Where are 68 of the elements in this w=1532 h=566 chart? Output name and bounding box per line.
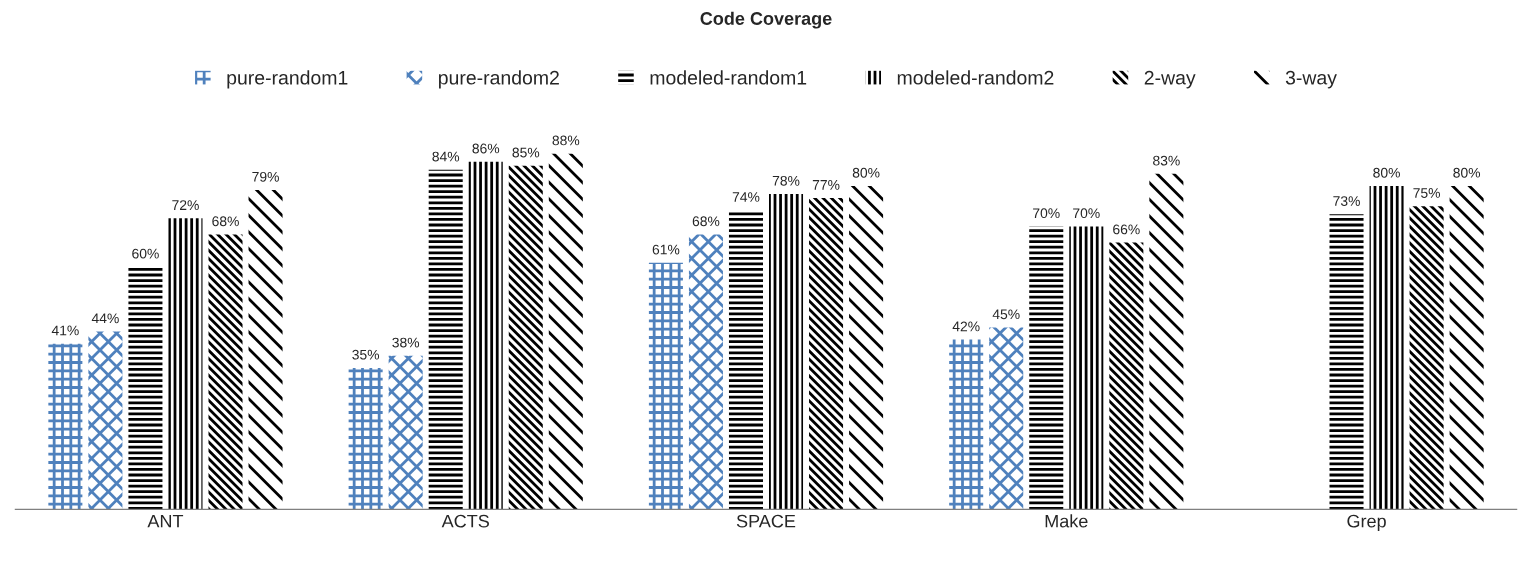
bar bbox=[1109, 242, 1144, 510]
legend-label: modeled-random1 bbox=[650, 70, 807, 85]
data-label: 74% bbox=[732, 192, 760, 202]
bar bbox=[728, 210, 763, 510]
data-label: 68% bbox=[212, 216, 239, 227]
data-label: 77% bbox=[812, 180, 840, 190]
data-label: 85% bbox=[512, 147, 540, 158]
bar bbox=[208, 234, 243, 510]
bar bbox=[348, 367, 383, 510]
data-label: 60% bbox=[132, 248, 159, 259]
data-label: 75% bbox=[1413, 188, 1440, 198]
bar bbox=[648, 262, 683, 510]
data-label: 78% bbox=[772, 175, 800, 186]
x-tick-label: ACTS bbox=[441, 514, 489, 528]
bar bbox=[688, 234, 723, 510]
data-label: 38% bbox=[392, 337, 420, 348]
data-label: 66% bbox=[1113, 224, 1140, 235]
legend-label: 2-way bbox=[1144, 70, 1196, 89]
data-label: 83% bbox=[1153, 155, 1180, 166]
bar bbox=[48, 343, 83, 510]
chart-title: Code Coverage bbox=[700, 11, 832, 29]
data-label: 80% bbox=[1453, 167, 1481, 178]
bar bbox=[769, 194, 804, 510]
legend-label: pure-random1 bbox=[227, 70, 348, 89]
data-label: 61% bbox=[652, 244, 680, 255]
bar bbox=[468, 161, 503, 510]
data-label: 88% bbox=[552, 135, 580, 146]
bar bbox=[949, 339, 984, 510]
data-label: 44% bbox=[91, 313, 119, 324]
data-label: 42% bbox=[952, 321, 980, 332]
bar bbox=[88, 331, 123, 510]
data-label: 45% bbox=[992, 309, 1020, 320]
data-label: 86% bbox=[472, 143, 500, 154]
bar bbox=[989, 327, 1024, 510]
bar bbox=[428, 169, 463, 510]
data-label: 35% bbox=[352, 349, 380, 360]
bar bbox=[1149, 173, 1184, 510]
data-label: 68% bbox=[692, 216, 720, 227]
bar bbox=[248, 190, 283, 510]
bar bbox=[1369, 185, 1404, 510]
x-tick-label: ANT bbox=[147, 514, 184, 528]
bar bbox=[1329, 214, 1364, 510]
bar bbox=[1069, 226, 1104, 510]
bar bbox=[388, 355, 423, 510]
bar bbox=[168, 218, 203, 510]
data-label: 80% bbox=[852, 167, 880, 178]
legend-label: pure-random2 bbox=[438, 70, 559, 89]
bar bbox=[1409, 206, 1444, 510]
x-tick-label: Make bbox=[1045, 514, 1088, 528]
data-label: 41% bbox=[51, 325, 79, 336]
legend-label: 3-way bbox=[1285, 70, 1337, 89]
bar bbox=[548, 153, 583, 510]
bar bbox=[1029, 226, 1064, 510]
x-tick-label: SPACE bbox=[736, 514, 796, 528]
bar bbox=[508, 165, 543, 510]
bar bbox=[1449, 185, 1484, 510]
data-label: 72% bbox=[172, 200, 199, 210]
data-label: 80% bbox=[1373, 167, 1400, 178]
bar bbox=[849, 185, 884, 510]
data-label: 70% bbox=[1073, 208, 1100, 219]
bar bbox=[809, 198, 844, 510]
data-label: 84% bbox=[432, 151, 460, 162]
bar bbox=[128, 266, 163, 510]
legend-label: modeled-random2 bbox=[897, 70, 1054, 85]
data-label: 79% bbox=[252, 171, 279, 182]
data-label: 70% bbox=[1033, 208, 1060, 219]
x-tick-label: Grep bbox=[1347, 514, 1386, 532]
data-label: 73% bbox=[1333, 196, 1360, 206]
